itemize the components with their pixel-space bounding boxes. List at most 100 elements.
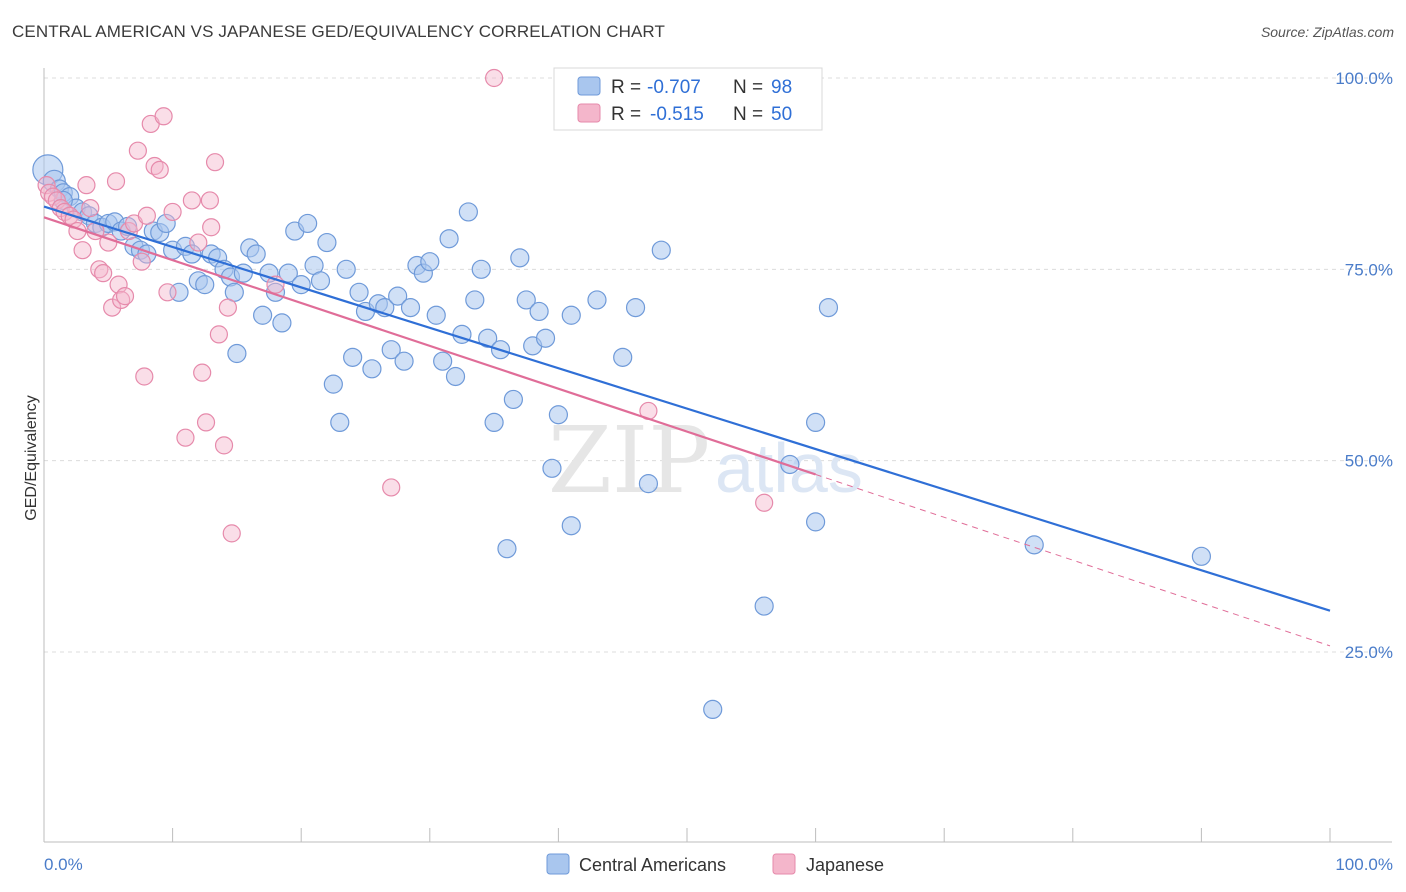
legend-n-value-2: 50: [771, 104, 792, 125]
point-central-americans-34: [246, 244, 266, 264]
point-central-americans-90: [754, 596, 774, 616]
source-credit: Source: ZipAtlas.com: [1260, 24, 1394, 40]
point-japanese-24: [132, 252, 151, 271]
point-japanese-47: [485, 68, 504, 88]
point-japanese-32: [163, 202, 182, 222]
y-tick-label-25: 25.0%: [1345, 643, 1393, 662]
legend-swatch-blue: [577, 76, 601, 96]
point-central-americans-49: [343, 347, 363, 367]
point-central-americans-87: [638, 474, 659, 494]
point-central-americans-80: [542, 458, 562, 478]
point-central-americans-91: [780, 454, 800, 475]
point-central-americans-56: [388, 286, 408, 306]
legend-n-label-1: N =: [733, 77, 763, 98]
point-central-americans-62: [426, 305, 446, 325]
point-central-americans-55: [381, 340, 401, 360]
point-japanese-39: [202, 218, 221, 237]
point-central-americans-73: [497, 539, 517, 559]
point-central-americans-48: [336, 259, 356, 279]
chart-title: CENTRAL AMERICAN VS JAPANESE GED/EQUIVAL…: [12, 22, 665, 41]
point-japanese-30: [154, 107, 173, 126]
legend-r-value-1: -0.707: [647, 77, 701, 98]
point-central-americans-42: [298, 213, 318, 234]
point-central-americans-86: [625, 298, 646, 318]
watermark-zip: ZIP: [548, 407, 710, 514]
point-japanese-41: [209, 325, 228, 344]
point-central-americans-46: [323, 374, 343, 394]
point-japanese-11: [81, 199, 100, 218]
trend-line-japanese: [43, 216, 816, 476]
point-central-americans-82: [561, 516, 581, 536]
point-central-americans-92: [805, 512, 826, 532]
legend-r-value-2: -0.515: [650, 104, 704, 125]
y-tick-label-75: 75.0%: [1345, 260, 1393, 279]
point-central-americans-57: [394, 351, 414, 371]
point-japanese-36: [193, 363, 212, 382]
point-japanese-44: [222, 524, 241, 543]
point-central-americans-31: [227, 343, 247, 364]
point-japanese-17: [106, 172, 126, 191]
point-japanese-33: [176, 428, 195, 447]
point-central-americans-50: [349, 282, 369, 302]
point-central-americans-47: [330, 412, 350, 432]
point-central-americans-83: [561, 305, 581, 325]
point-central-americans-81: [548, 405, 569, 425]
point-central-americans-75: [510, 248, 530, 268]
point-japanese-9: [73, 241, 92, 260]
point-japanese-31: [158, 283, 177, 302]
point-japanese-42: [214, 436, 234, 455]
bottom-legend-swatch-pink: [772, 853, 796, 875]
legend-swatch-pink: [577, 103, 601, 123]
point-central-americans-85: [613, 347, 633, 367]
point-japanese-37: [196, 413, 216, 432]
point-central-americans-65: [445, 366, 466, 387]
legend-n-value-1: 98: [771, 77, 792, 98]
point-japanese-25: [135, 367, 154, 386]
point-central-americans-63: [433, 351, 453, 371]
point-japanese-46: [382, 478, 401, 497]
point-central-americans-35: [253, 305, 273, 325]
point-central-americans-78: [529, 301, 549, 322]
point-central-americans-84: [587, 290, 607, 310]
legend-r-label-2: R =: [611, 104, 641, 125]
point-central-americans-88: [651, 240, 671, 260]
point-japanese-49: [755, 493, 774, 512]
point-central-americans-89: [703, 699, 723, 720]
point-japanese-34: [182, 191, 201, 210]
point-central-americans-69: [471, 259, 491, 279]
point-central-americans-68: [465, 290, 485, 310]
point-japanese-35: [189, 233, 208, 252]
point-japanese-26: [137, 206, 156, 225]
series-legend: Central Americans Japanese: [546, 853, 884, 875]
point-central-americans-71: [484, 412, 504, 432]
point-central-americans-64: [439, 229, 459, 249]
point-japanese-10: [77, 176, 96, 195]
y-tick-label-50: 50.0%: [1345, 452, 1393, 471]
point-japanese-38: [200, 191, 219, 210]
point-central-americans-96: [1191, 546, 1212, 566]
y-tick-label-100: 100.0%: [1335, 69, 1393, 88]
trend-line-japanese-extension: [815, 473, 1331, 647]
point-central-americans-76: [516, 290, 536, 310]
bottom-legend-label-1: Central Americans: [579, 855, 726, 875]
point-central-americans-44: [310, 271, 331, 291]
trend-line-central-americans: [43, 205, 1331, 612]
point-central-americans-19: [156, 213, 176, 234]
point-japanese-40: [205, 153, 225, 172]
legend-n-label-2: N =: [733, 104, 763, 125]
point-central-americans-95: [1024, 535, 1044, 555]
point-central-americans-93: [805, 412, 826, 432]
point-japanese-20: [115, 287, 135, 306]
y-axis-title: GED/Equivalency: [23, 395, 40, 520]
bottom-legend-swatch-blue: [546, 853, 570, 875]
point-central-americans-38: [272, 313, 292, 333]
legend-r-label-1: R =: [611, 77, 641, 98]
point-central-americans-39: [278, 263, 298, 283]
point-japanese-43: [218, 298, 237, 317]
point-central-americans-58: [400, 298, 421, 318]
x-tick-label-max: 100.0%: [1335, 855, 1393, 874]
x-tick-label-min: 0.0%: [44, 855, 83, 874]
point-central-americans-74: [503, 389, 523, 410]
point-japanese-18: [109, 275, 128, 294]
